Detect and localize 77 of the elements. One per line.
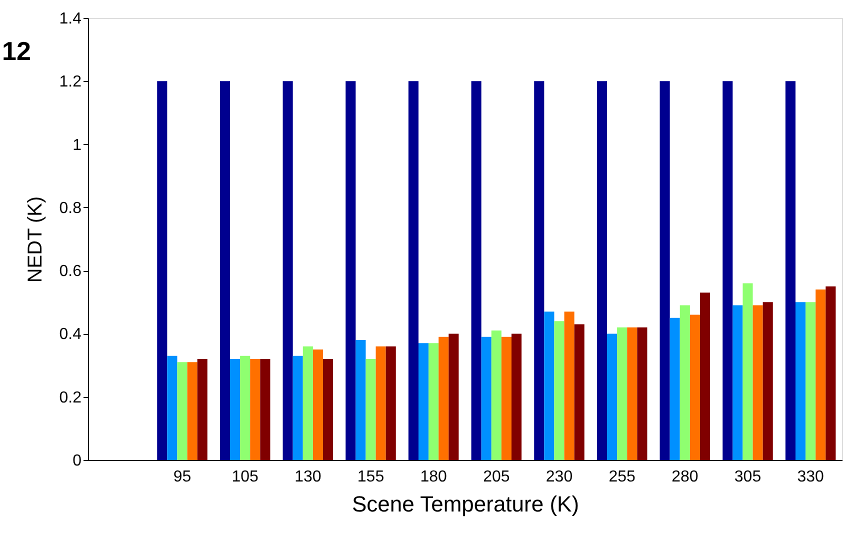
- bar: [501, 336, 512, 460]
- y-tick-label: 1.2: [59, 74, 82, 91]
- y-tick-label: 0.4: [59, 326, 82, 344]
- bar: [742, 283, 753, 460]
- x-tick-label: 180: [420, 468, 448, 486]
- bar: [670, 318, 680, 460]
- bar: [260, 358, 270, 460]
- bar: [680, 305, 690, 460]
- bar: [544, 312, 554, 460]
- bar: [408, 81, 419, 460]
- y-tick-label: 0.8: [59, 200, 82, 217]
- bar: [366, 358, 376, 460]
- bar: [732, 305, 743, 460]
- bar: [752, 305, 763, 460]
- bar: [806, 302, 816, 460]
- bar: [660, 81, 670, 460]
- bar: [322, 358, 334, 460]
- bar: [448, 334, 459, 460]
- text: 12: [2, 36, 31, 66]
- bar: [554, 321, 564, 460]
- y-tick-label: 0.2: [59, 389, 82, 406]
- x-tick-label: 130: [294, 468, 322, 486]
- x-tick-label: 230: [546, 468, 573, 486]
- y-tick-label: 0.6: [59, 263, 82, 280]
- x-axis-title: Scene Temperature (K): [352, 492, 580, 516]
- x-tick-label: 330: [797, 468, 824, 486]
- bar: [722, 81, 733, 460]
- bar: [177, 362, 188, 460]
- bar: [197, 358, 208, 460]
- bar: [762, 302, 773, 460]
- bar: [785, 81, 796, 460]
- bar: [637, 327, 648, 460]
- bar: [302, 346, 313, 460]
- bar: [796, 302, 806, 460]
- bar: [534, 81, 544, 460]
- x-tick-label: 105: [232, 468, 259, 486]
- bar: [428, 343, 439, 460]
- bar: [690, 314, 700, 460]
- bar: [596, 81, 608, 460]
- y-tick-label: 1: [72, 136, 82, 154]
- bar: [418, 343, 429, 460]
- bar: [481, 336, 492, 460]
- x-tick-label: 280: [672, 468, 698, 486]
- bar: [157, 81, 168, 460]
- bar: [282, 81, 293, 460]
- bar: [471, 81, 482, 460]
- bar: [511, 334, 522, 460]
- bar: [700, 292, 710, 460]
- y-tick-label: 0: [72, 452, 82, 470]
- x-tick-label: 305: [734, 468, 762, 486]
- y-axis-title: NEDT (K): [24, 196, 46, 283]
- bar: [346, 81, 356, 460]
- x-tick-label: 95: [173, 468, 192, 486]
- bar: [574, 324, 584, 460]
- bar: [312, 350, 323, 460]
- x-tick-label: 155: [357, 468, 384, 486]
- bar: [627, 327, 638, 460]
- bar: [564, 312, 574, 460]
- x-tick-label: 255: [608, 468, 636, 486]
- bar: [617, 327, 628, 460]
- y-tick-label: 1.4: [59, 10, 82, 28]
- bar: [292, 356, 303, 460]
- bar: [187, 362, 198, 460]
- bar: [491, 330, 502, 460]
- bar: [220, 81, 230, 460]
- bar: [376, 346, 386, 460]
- x-tick-label: 205: [483, 468, 510, 486]
- bar: [356, 340, 366, 460]
- bar: [250, 358, 260, 460]
- bar: [240, 356, 250, 460]
- bar: [607, 334, 618, 460]
- bar: [438, 336, 449, 460]
- bar: [386, 346, 396, 460]
- bar: [826, 286, 836, 460]
- bar: [167, 356, 178, 460]
- bar: [816, 290, 826, 460]
- bar: [230, 358, 240, 460]
